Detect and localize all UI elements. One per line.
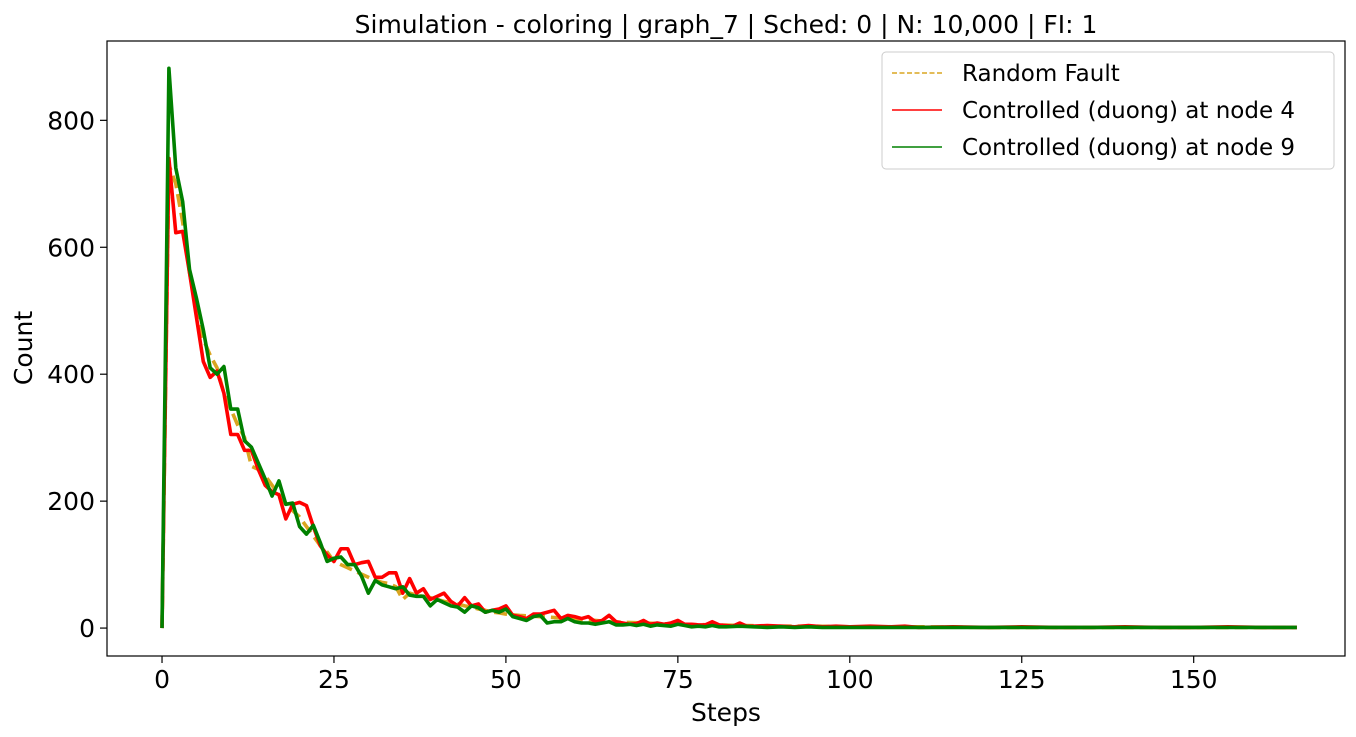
x-tick-label: 50 bbox=[490, 665, 522, 694]
legend-box bbox=[881, 51, 1335, 170]
legend: Random Fault Controlled (duong) at node … bbox=[881, 51, 1335, 170]
x-tick-label: 125 bbox=[998, 665, 1046, 694]
x-axis-label: Steps bbox=[691, 698, 761, 727]
legend-label-controlled-node-9: Controlled (duong) at node 9 bbox=[962, 135, 1295, 161]
y-axis-ticks: 0 200 400 600 800 bbox=[47, 106, 107, 643]
x-tick-label: 150 bbox=[1170, 665, 1218, 694]
series-line-2 bbox=[160, 66, 1297, 630]
legend-label-random-fault: Random Fault bbox=[962, 61, 1120, 87]
x-tick-label: 75 bbox=[662, 665, 694, 694]
y-tick-label: 0 bbox=[79, 614, 95, 643]
x-axis-ticks: 0 25 50 75 100 125 150 bbox=[154, 656, 1218, 694]
x-tick-label: 25 bbox=[318, 665, 350, 694]
y-tick-label: 200 bbox=[47, 487, 95, 516]
y-tick-label: 400 bbox=[47, 360, 95, 389]
y-tick-label: 600 bbox=[47, 233, 95, 262]
x-tick-label: 100 bbox=[826, 665, 874, 694]
y-axis-label: Count bbox=[9, 311, 38, 385]
x-tick-label: 0 bbox=[154, 665, 170, 694]
chart-title: Simulation - coloring | graph_7 | Sched:… bbox=[355, 10, 1098, 39]
legend-label-controlled-node-4: Controlled (duong) at node 4 bbox=[962, 98, 1295, 124]
y-tick-label: 800 bbox=[47, 106, 95, 135]
plot-frame bbox=[106, 40, 1346, 657]
plot-series bbox=[160, 66, 1297, 630]
